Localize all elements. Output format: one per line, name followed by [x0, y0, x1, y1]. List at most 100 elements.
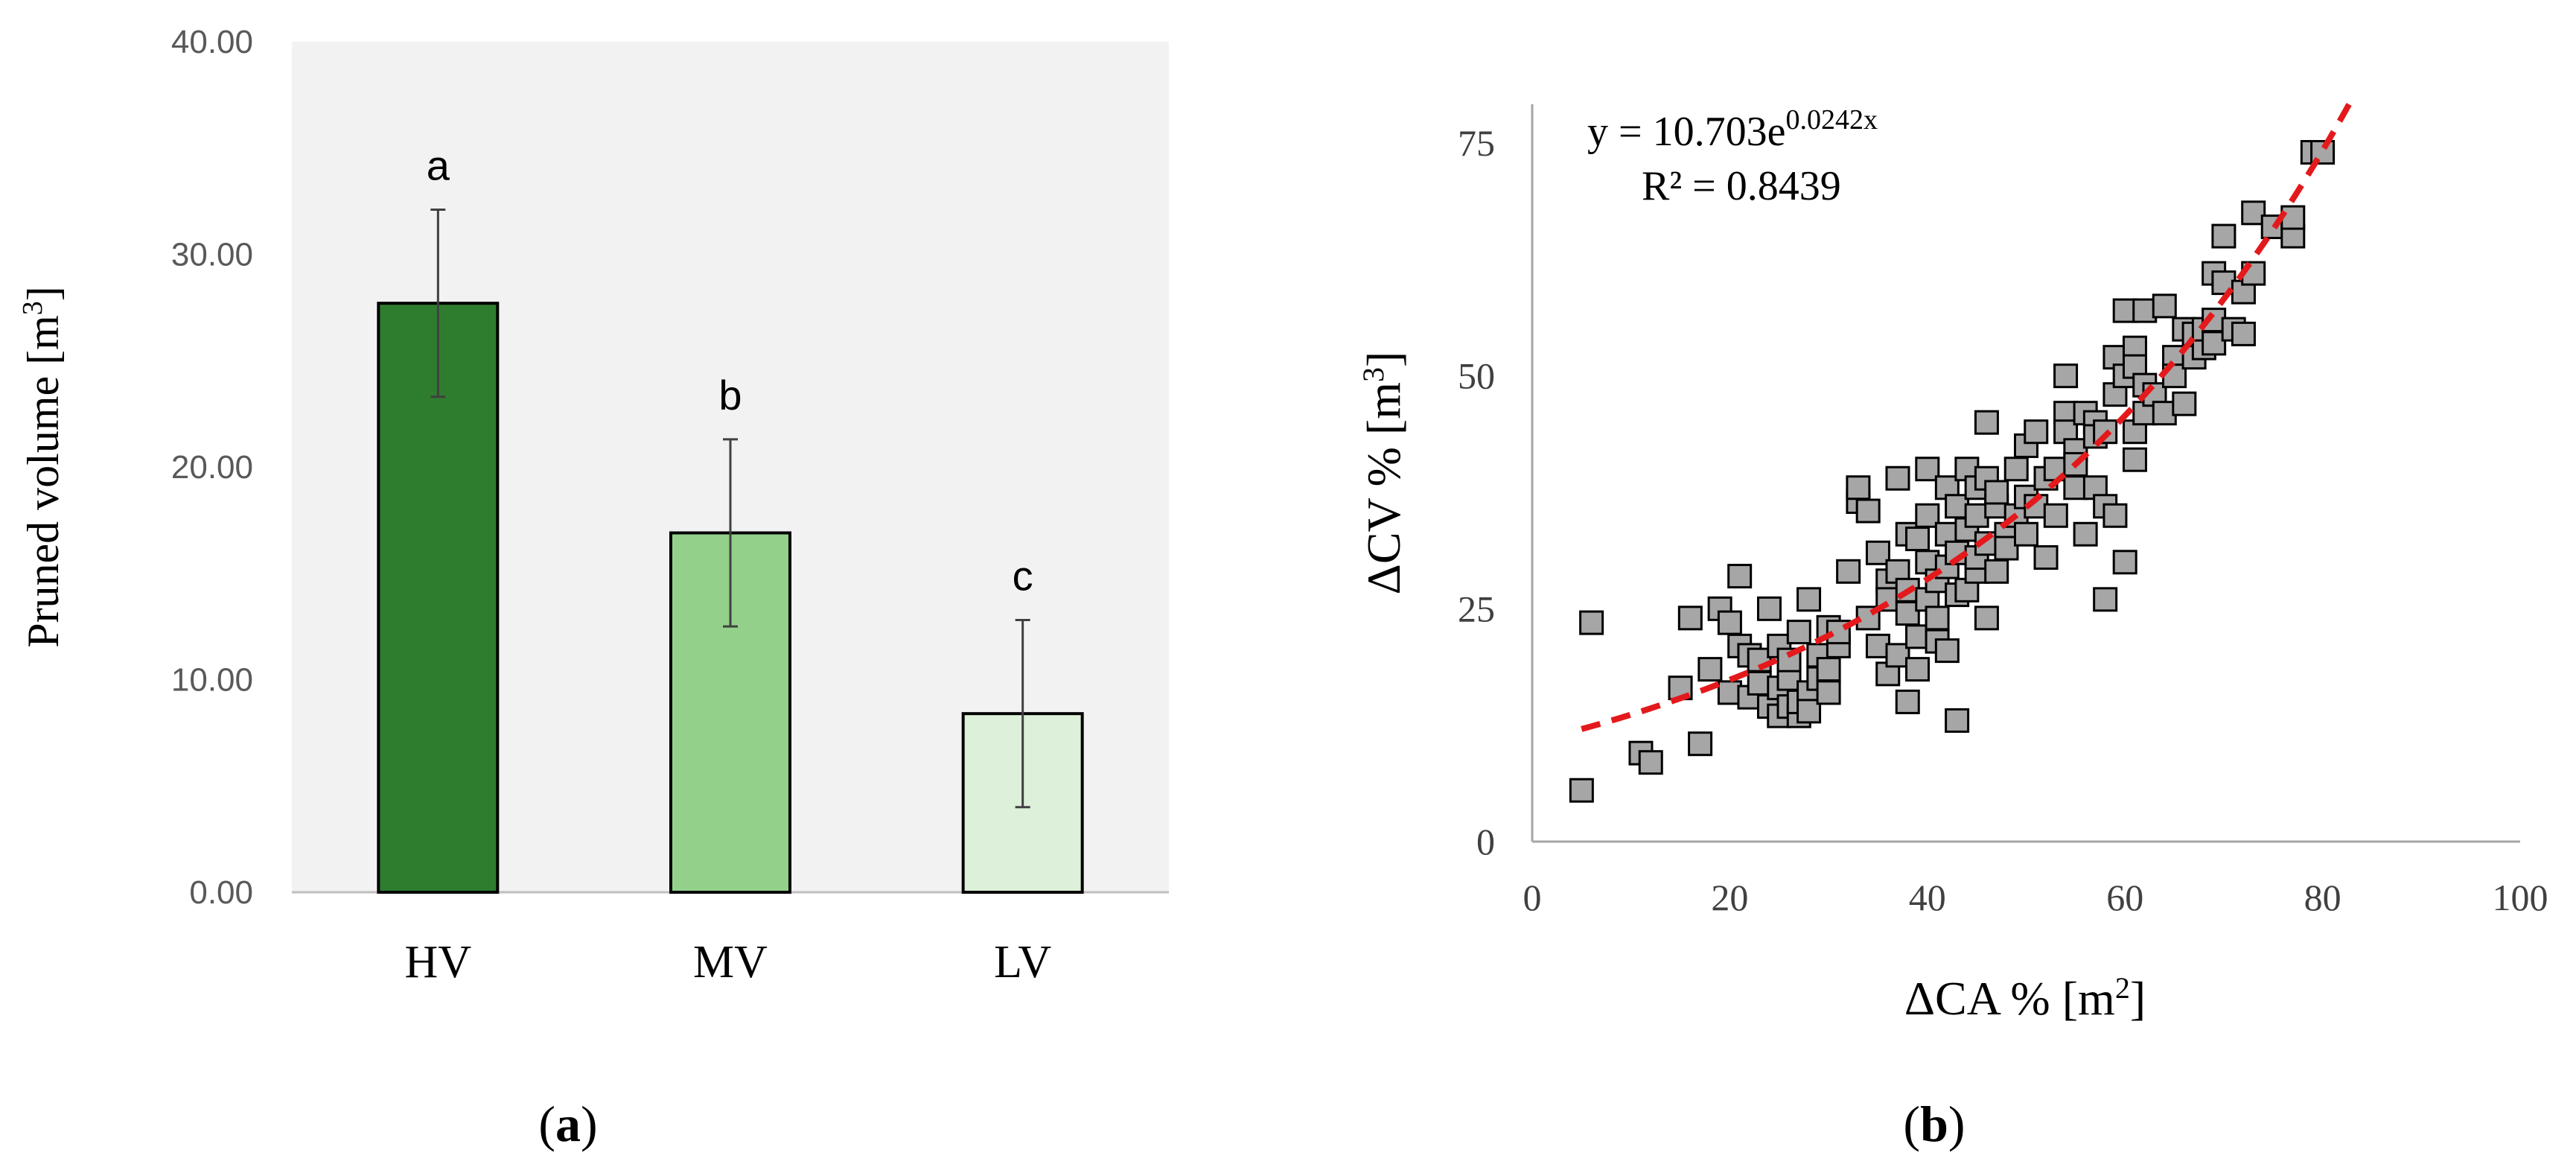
scatter-point	[2073, 521, 2098, 547]
scatter-point	[1974, 410, 1999, 435]
bar-x-tick-label: LV	[994, 937, 1051, 988]
error-bar-lv	[1015, 619, 1030, 809]
scatter-point	[2093, 587, 2118, 612]
scatter-point	[1579, 610, 1604, 635]
scatter-y-tick-label: 75	[1458, 122, 1495, 164]
scatter-point	[1688, 731, 1713, 757]
bar-chart-panel: 0.00 10.00 20.00 30.00 40.00 a b c HV MV LV Prun…	[17, 24, 1169, 1152]
scatter-point	[1964, 503, 1989, 528]
scatter-point	[1885, 465, 1910, 491]
scatter-point	[1865, 540, 1890, 565]
scatter-point	[1816, 680, 1841, 705]
scatter-point	[2102, 503, 2128, 528]
scatter-point	[1905, 527, 1931, 552]
error-bar-mv	[723, 438, 738, 628]
panel-a-label: (a)	[538, 1096, 597, 1152]
bar-y-axis-label: Pruned volume [m3]	[17, 286, 68, 648]
scatter-point	[1865, 633, 1890, 658]
bar-error-bars	[430, 209, 1030, 809]
scatter-point	[1905, 657, 1931, 682]
scatter-point	[2122, 447, 2147, 472]
scatter-point	[1756, 596, 1782, 621]
scatter-point	[2033, 545, 2059, 570]
scatter-point	[1895, 689, 1920, 714]
scatter-y-tick-label: 25	[1458, 588, 1495, 629]
error-bar-hv	[430, 209, 446, 398]
scatter-point	[2152, 293, 2177, 319]
scatter-point	[1816, 657, 1841, 682]
scatter-point	[1974, 606, 1999, 631]
scatter-point	[1934, 638, 1960, 664]
bar-y-tick-label: 40.00	[171, 24, 253, 60]
scatter-point	[1905, 624, 1931, 649]
scatter-point	[2172, 391, 2197, 416]
significance-letter-b: b	[718, 372, 742, 419]
bar-significance-letters: a b c	[427, 142, 1033, 600]
scatter-point	[1846, 475, 1871, 500]
scatter-point	[1984, 480, 2009, 505]
r-squared-label: R² = 0.8439	[1642, 163, 1841, 209]
scatter-point	[2014, 521, 2038, 547]
scatter-x-tick-label: 20	[1711, 877, 1748, 918]
scatter-x-tick-label: 100	[2493, 877, 2548, 918]
scatter-x-tick-label: 80	[2304, 877, 2341, 918]
scatter-point	[2043, 503, 2068, 528]
scatter-point	[2241, 200, 2266, 226]
scatter-point	[1925, 606, 1950, 631]
scatter-point	[2112, 298, 2137, 323]
scatter-y-tick-label: 0	[1476, 821, 1495, 862]
scatter-point	[1569, 778, 1594, 803]
scatter-point	[2003, 457, 2029, 482]
scatter-point	[2112, 550, 2137, 575]
scatter-point	[2211, 223, 2237, 249]
scatter-point	[1915, 457, 1940, 482]
bar-hv	[377, 302, 500, 894]
bar-y-tick-label: 30.00	[171, 237, 253, 273]
bar-x-tick-label: MV	[693, 937, 768, 988]
scatter-point	[1697, 657, 1723, 682]
scatter-x-axis-label: ΔCA % [m2]	[1904, 971, 2146, 1025]
scatter-point	[2231, 321, 2256, 346]
scatter-point	[1855, 498, 1881, 524]
bar-y-tick-label: 20.00	[171, 449, 253, 486]
scatter-point	[2132, 298, 2158, 323]
scatter-x-tick-label: 40	[1909, 877, 1946, 918]
scatter-point	[1915, 503, 1940, 528]
scatter-x-tick-label: 60	[2106, 877, 2143, 918]
trendline-equation: y = 10.703e0.0242x	[1587, 104, 1878, 155]
scatter-point	[1717, 610, 1742, 635]
scatter-point	[1796, 699, 1822, 724]
scatter-point	[1994, 535, 2019, 561]
panel-b-label: (b)	[1903, 1096, 1965, 1152]
scatter-x-tick-label: 0	[1523, 877, 1542, 918]
bar-x-tick-labels: HV MV LV	[405, 937, 1052, 988]
scatter-point	[1727, 564, 1753, 589]
scatter-point	[1677, 606, 1703, 631]
scatter-point	[1945, 708, 1970, 733]
scatter-points	[1569, 140, 2336, 803]
bar-y-tick-labels: 0.00 10.00 20.00 30.00 40.00	[171, 24, 253, 911]
scatter-point	[2280, 205, 2306, 230]
scatter-point	[1836, 559, 1861, 584]
scatter-x-tick-labels: 0 20 40 60 80 100	[1523, 877, 2548, 918]
scatter-y-tick-labels: 0 25 50 75	[1458, 122, 1495, 862]
scatter-y-axis-label: ΔCV % [m3]	[1356, 352, 1410, 595]
scatter-point	[1786, 620, 1811, 645]
exponential-trendline	[1581, 97, 2355, 732]
bar-y-tick-label: 10.00	[171, 662, 253, 699]
scatter-point	[1885, 643, 1910, 668]
scatter-point	[2024, 419, 2049, 445]
scatter-point	[1984, 559, 2009, 584]
bar-x-tick-label: HV	[405, 937, 472, 988]
bar-y-tick-label: 0.00	[189, 874, 253, 911]
scatter-point	[2053, 363, 2079, 389]
scatter-point	[1638, 750, 1663, 775]
significance-letter-c: c	[1013, 553, 1033, 600]
scatter-y-tick-label: 50	[1458, 355, 1495, 397]
significance-letter-a: a	[427, 142, 450, 189]
scatter-point	[1945, 494, 1970, 519]
scatter-point	[1796, 587, 1822, 612]
